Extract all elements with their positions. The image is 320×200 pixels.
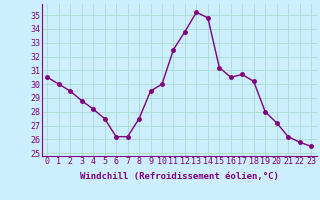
X-axis label: Windchill (Refroidissement éolien,°C): Windchill (Refroidissement éolien,°C) xyxy=(80,172,279,181)
